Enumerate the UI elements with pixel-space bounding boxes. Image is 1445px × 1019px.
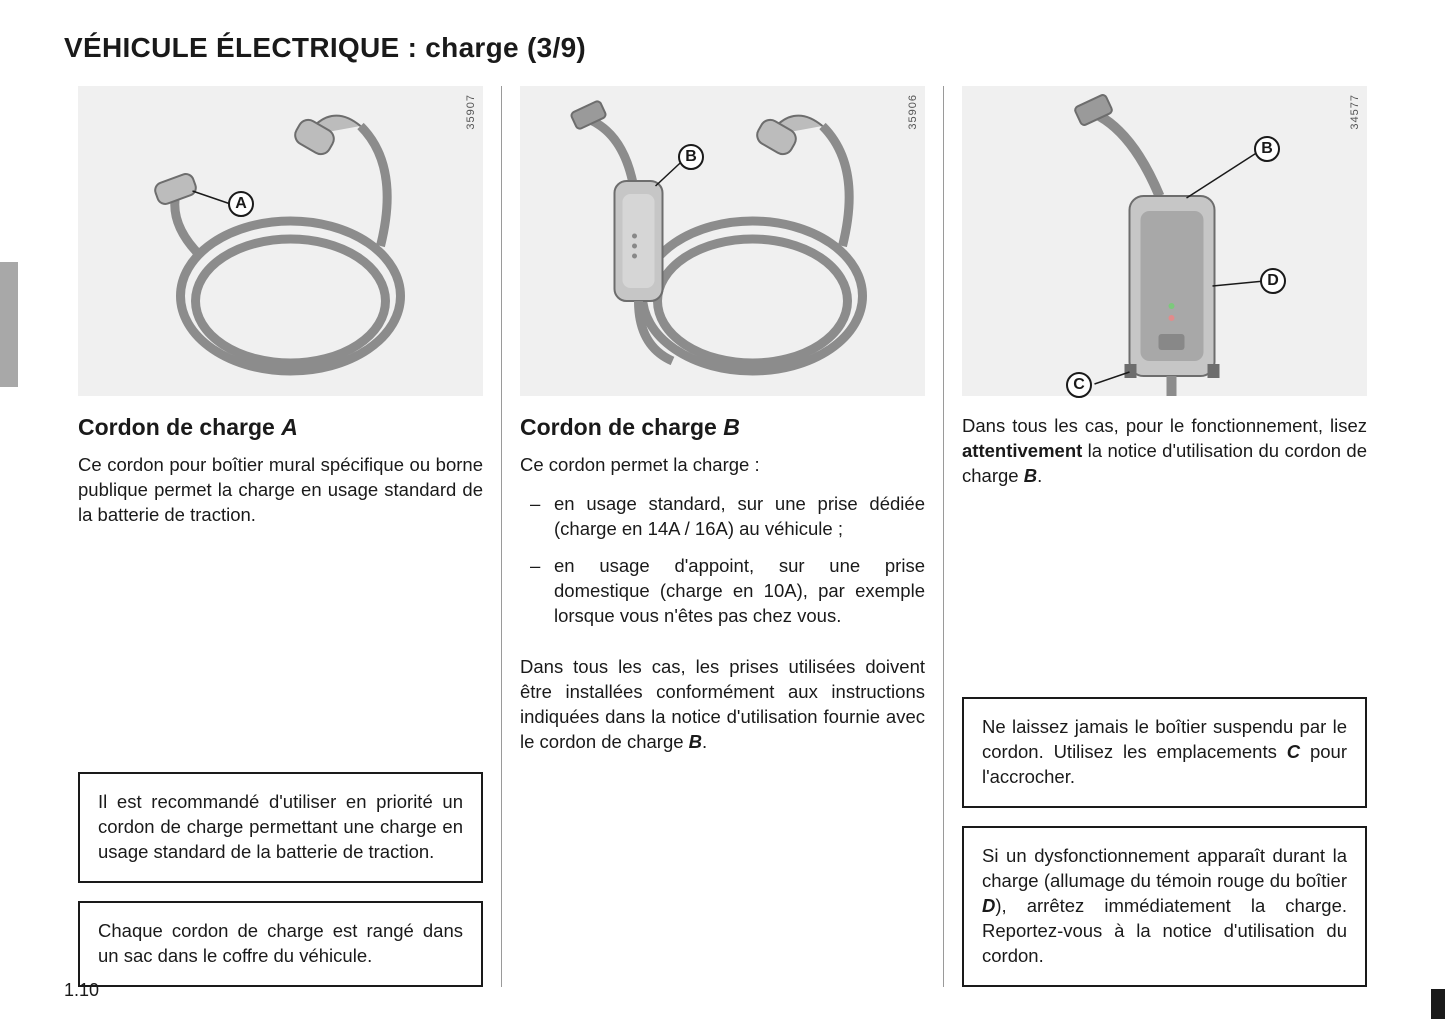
callout-c: C bbox=[1066, 372, 1092, 398]
paragraph: Ce cordon permet la charge : bbox=[520, 453, 925, 478]
column-a: 35907 A Cordon de c bbox=[60, 86, 501, 987]
bullet-list: en usage standard, sur une prise dédiée … bbox=[520, 492, 925, 641]
figure-cord-a: 35907 A bbox=[78, 86, 483, 396]
notice-box: Il est recommandé d'utiliser en priorité… bbox=[78, 772, 483, 883]
illustration-box bbox=[962, 86, 1367, 396]
paragraph: Dans tous les cas, les prises utilisées … bbox=[520, 655, 925, 755]
page-title: VÉHICULE ÉLECTRIQUE : charge (3/9) bbox=[60, 32, 1385, 64]
manual-page: VÉHICULE ÉLECTRIQUE : charge (3/9) 35907 bbox=[60, 32, 1385, 987]
illustration-cord-b bbox=[520, 86, 925, 396]
heading-cord-b: Cordon de charge B bbox=[520, 414, 925, 441]
notice-box: Chaque cordon de charge est rangé dans u… bbox=[78, 901, 483, 987]
heading-letter: B bbox=[723, 414, 740, 440]
heading-cord-a: Cordon de charge A bbox=[78, 414, 483, 441]
figure-box-detail: 34577 bbox=[962, 86, 1367, 396]
illustration-cord-a bbox=[78, 86, 483, 396]
paragraph: Ce cordon pour boîtier mural spécifique … bbox=[78, 453, 483, 528]
column-b: 35906 bbox=[501, 86, 943, 987]
callout-b: B bbox=[1254, 136, 1280, 162]
page-number: 1.10 bbox=[64, 980, 99, 1001]
list-item: en usage d'appoint, sur une prise domest… bbox=[520, 554, 925, 629]
heading-letter: A bbox=[281, 414, 298, 440]
callout-d: D bbox=[1260, 268, 1286, 294]
figure-cord-b: 35906 bbox=[520, 86, 925, 396]
paragraph: Dans tous les cas, pour le fonctionnemen… bbox=[962, 414, 1367, 489]
notice-box: Ne laissez jamais le boîtier suspendu pa… bbox=[962, 697, 1367, 808]
callout-b: B bbox=[678, 144, 704, 170]
corner-mark bbox=[1431, 989, 1445, 1019]
list-item: en usage standard, sur une prise dédiée … bbox=[520, 492, 925, 542]
callout-a: A bbox=[228, 191, 254, 217]
column-layout: 35907 A Cordon de c bbox=[60, 86, 1385, 987]
heading-text: Cordon de charge bbox=[520, 414, 723, 440]
figure-id: 35907 bbox=[465, 94, 477, 130]
heading-text: Cordon de charge bbox=[78, 414, 281, 440]
figure-id: 34577 bbox=[1349, 94, 1361, 130]
column-c: 34577 bbox=[943, 86, 1385, 987]
notice-box: Si un dysfonctionnement apparaît durant … bbox=[962, 826, 1367, 987]
figure-id: 35906 bbox=[907, 94, 919, 130]
section-tab bbox=[0, 262, 18, 387]
